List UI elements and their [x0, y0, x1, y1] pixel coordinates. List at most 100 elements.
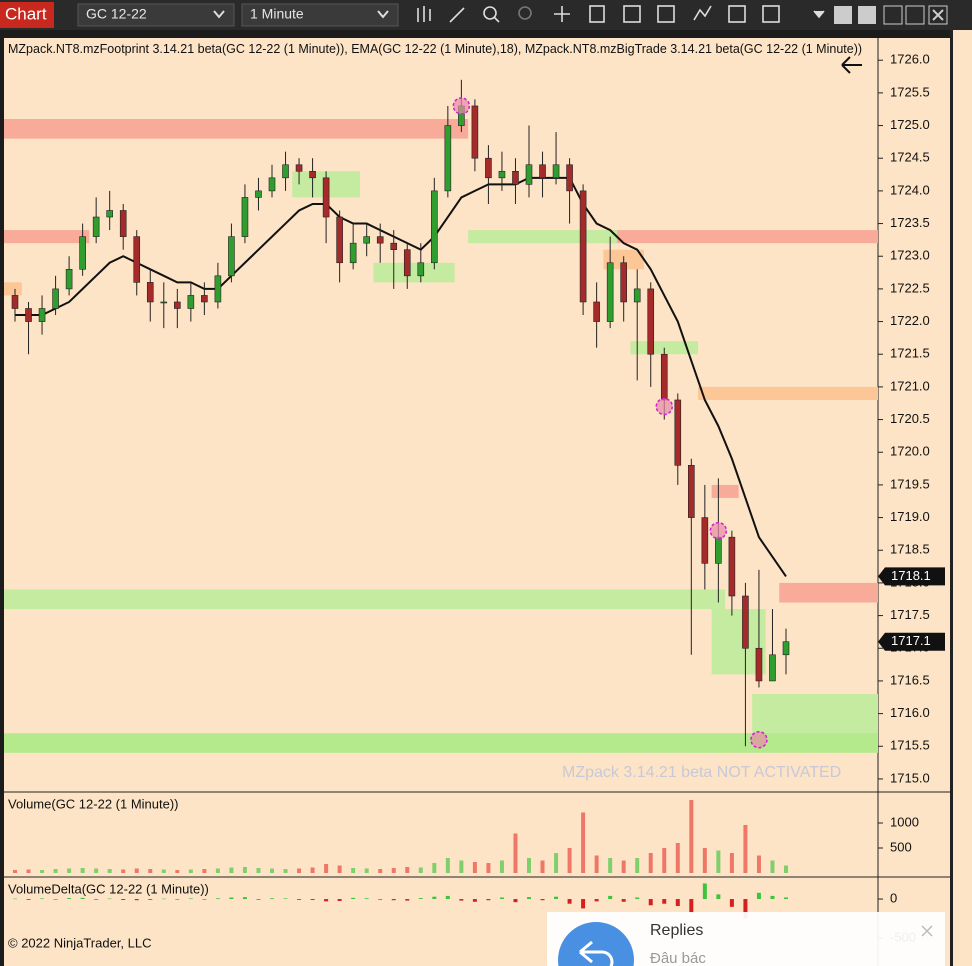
candle-body: [471, 105, 479, 159]
back-arrow[interactable]: [841, 56, 862, 74]
delta-bar: [432, 896, 437, 900]
volume-bar: [215, 868, 220, 873]
popup-close[interactable]: [921, 925, 933, 937]
delta-bar: [229, 897, 234, 900]
volume-bar: [756, 855, 761, 873]
volume-bar: [405, 867, 410, 873]
candle-body: [336, 216, 343, 264]
candle-body: [92, 216, 100, 237]
volume-bar: [364, 868, 369, 873]
candle-body: [512, 170, 519, 185]
delta-bar: [202, 899, 207, 900]
volume-bar: [567, 848, 572, 873]
y-tick-label: 0: [890, 890, 897, 905]
dropdown-arrow: [377, 10, 389, 19]
big-trade: [452, 97, 471, 115]
reply-popup[interactable]: Replies Đâu bác: [547, 912, 945, 966]
candle-body: [241, 197, 249, 237]
zone: [4, 282, 22, 296]
y-tick-label: 1726.0: [890, 52, 930, 67]
toolbar-icons[interactable]: [417, 5, 825, 23]
candle-body: [647, 288, 655, 355]
zone: [4, 230, 90, 244]
delta-bar: [716, 894, 721, 900]
candle-body: [485, 157, 492, 179]
delta-bar: [581, 899, 586, 909]
y-tick-label: 1716.5: [890, 672, 930, 687]
candle-body: [525, 164, 533, 185]
delta-bar: [635, 897, 640, 900]
delta-bar: [53, 899, 58, 900]
candle-body: [38, 308, 46, 322]
delta-bar: [148, 899, 153, 900]
volume-bar: [67, 868, 72, 873]
volume-bar: [472, 862, 477, 873]
delta-bar: [40, 898, 45, 900]
volume-bar: [148, 869, 153, 873]
volume-bar: [770, 860, 775, 873]
candle-body: [403, 249, 411, 277]
candle-body: [755, 647, 763, 682]
close-icon: [932, 9, 944, 21]
candle-body: [363, 236, 370, 244]
chart-area: [4, 38, 952, 966]
candle-body: [214, 275, 222, 303]
candle-body: [52, 288, 59, 309]
candle-body: [688, 465, 695, 518]
side-window: [952, 30, 972, 966]
y-tick-label: 1715.0: [890, 770, 930, 785]
volume-bar: [53, 869, 58, 873]
candle-body: [715, 536, 722, 564]
delta-bar: [242, 897, 247, 900]
delta-bar: [743, 899, 748, 919]
ema-line: [15, 176, 787, 577]
window-button[interactable]: [858, 6, 876, 24]
price-tag-label: 1717.1: [891, 633, 931, 648]
candle-body: [295, 164, 303, 172]
delta-bar: [702, 883, 707, 900]
candle-body: [119, 210, 127, 237]
volume-bar: [26, 869, 31, 873]
candle-body: [728, 536, 736, 597]
reply-arrow: [579, 940, 614, 966]
delta-bar: [26, 899, 31, 900]
candle-body: [174, 301, 181, 309]
y-tick-label: 1720.0: [890, 444, 930, 459]
delta-bar: [513, 899, 518, 903]
volume-bar: [324, 864, 329, 873]
volume-bar: [94, 868, 99, 873]
candle-body: [620, 262, 627, 303]
volume-bar: [161, 869, 166, 873]
delta-bar: [554, 896, 559, 900]
interval-text: 1 Minute: [250, 6, 304, 22]
candle-body: [498, 170, 506, 179]
big-trade: [709, 521, 728, 540]
zone: [779, 582, 878, 603]
indicator-label: MZpack.NT8.mzFootprint 3.14.21 beta(GC 1…: [8, 42, 863, 56]
maximize-button[interactable]: [905, 5, 925, 25]
candle-body: [201, 295, 208, 303]
volume-bar: [242, 867, 247, 873]
window-button[interactable]: [834, 6, 852, 24]
delta-bar: [662, 899, 667, 904]
minimize-button[interactable]: [883, 5, 903, 25]
candle-body: [187, 295, 195, 309]
interval-select[interactable]: [241, 3, 399, 27]
close-button[interactable]: [928, 5, 948, 25]
delta-bar: [459, 899, 464, 901]
instrument-select[interactable]: [77, 3, 235, 27]
panel-title: Volume(GC 12-22 (1 Minute)): [8, 796, 179, 811]
y-tick-label: 1716.0: [890, 705, 930, 720]
delta-bar: [472, 899, 477, 902]
y-tick-label: 1719.5: [890, 476, 930, 491]
chart-tab[interactable]: [0, 2, 54, 28]
volume-bar: [40, 870, 45, 873]
delta-bar: [351, 897, 356, 900]
candle-body: [552, 164, 560, 179]
candle-body: [65, 268, 73, 290]
y-tick-label: 1723.0: [890, 248, 930, 263]
candle-body: [782, 641, 790, 656]
delta-bar: [405, 899, 410, 901]
candle-body: [606, 262, 614, 322]
